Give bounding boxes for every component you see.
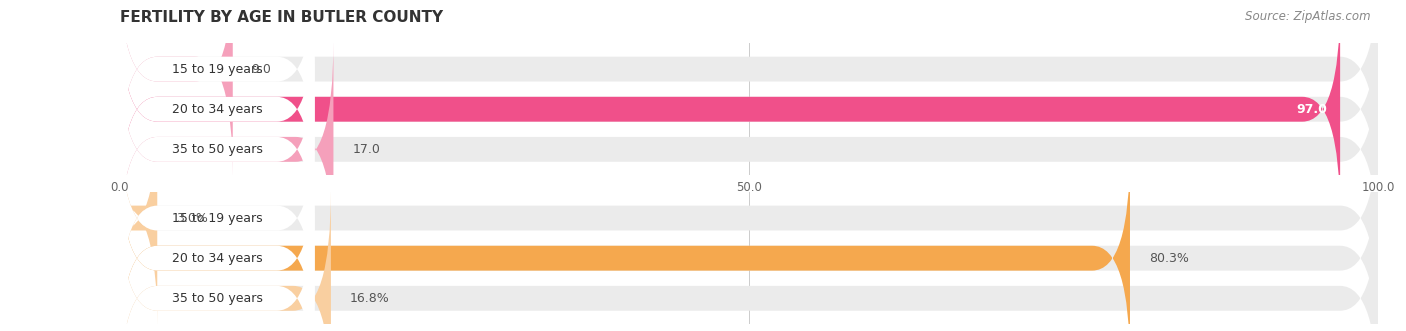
FancyBboxPatch shape [120,41,315,257]
FancyBboxPatch shape [120,1,315,217]
Text: 15 to 19 years: 15 to 19 years [172,63,263,75]
Text: 17.0: 17.0 [353,143,380,156]
FancyBboxPatch shape [120,41,333,257]
Text: 16.8%: 16.8% [350,292,389,305]
Text: 3.0%: 3.0% [176,212,208,224]
FancyBboxPatch shape [120,190,315,331]
Text: 15 to 19 years: 15 to 19 years [172,212,263,224]
FancyBboxPatch shape [120,150,1130,331]
FancyBboxPatch shape [120,190,330,331]
FancyBboxPatch shape [120,0,233,177]
Text: 80.3%: 80.3% [1149,252,1188,265]
Text: 35 to 50 years: 35 to 50 years [172,143,263,156]
FancyBboxPatch shape [120,0,1378,177]
Text: 35 to 50 years: 35 to 50 years [172,292,263,305]
FancyBboxPatch shape [120,1,1340,217]
FancyBboxPatch shape [120,1,1378,217]
Text: 20 to 34 years: 20 to 34 years [172,103,263,116]
Text: FERTILITY BY AGE IN BUTLER COUNTY: FERTILITY BY AGE IN BUTLER COUNTY [120,10,443,25]
FancyBboxPatch shape [120,0,315,177]
FancyBboxPatch shape [120,41,1378,257]
FancyBboxPatch shape [120,150,1378,331]
FancyBboxPatch shape [120,150,315,331]
FancyBboxPatch shape [120,110,157,326]
Text: 20 to 34 years: 20 to 34 years [172,252,263,265]
FancyBboxPatch shape [120,110,315,326]
Text: 9.0: 9.0 [252,63,271,75]
FancyBboxPatch shape [120,190,1378,331]
FancyBboxPatch shape [120,110,1378,326]
Text: Source: ZipAtlas.com: Source: ZipAtlas.com [1246,10,1371,23]
Text: 97.0: 97.0 [1296,103,1327,116]
